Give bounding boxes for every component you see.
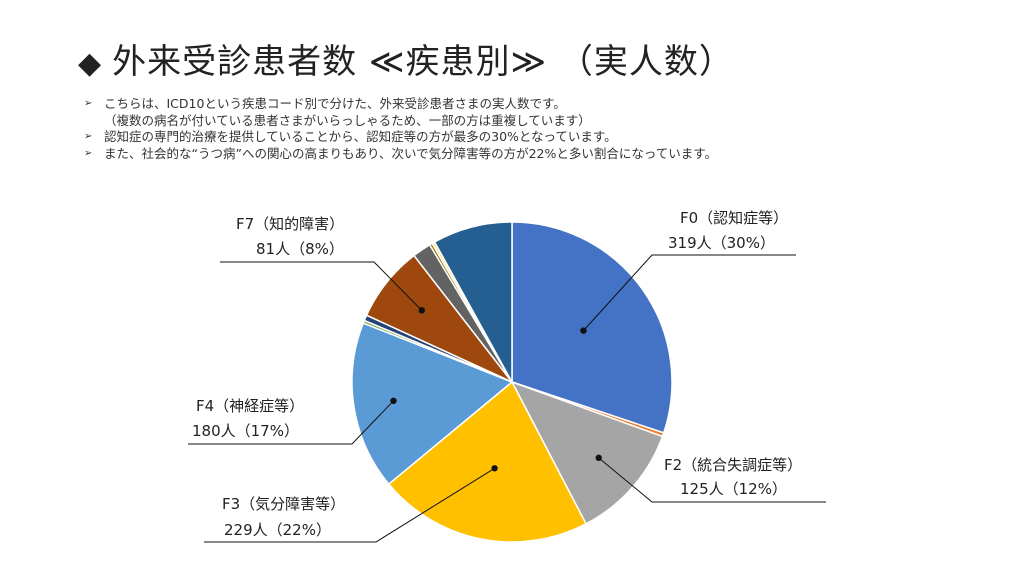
pie-slice-other2: [433, 221, 513, 383]
arrow-bullet-icon: ➢: [84, 131, 93, 142]
slice-label-name-f3: F3（気分障害等）: [222, 495, 345, 513]
slice-labels: F0（認知症等） 319人（30%） F2（統合失調症等） 125人（12%） F3（気…: [192, 209, 802, 539]
leader-line-f4: [188, 400, 394, 445]
slice-label-value-f3: 229人（22%）: [224, 521, 331, 539]
label-leaders: [188, 254, 826, 543]
slice-label-name-f2: F2（統合失調症等）: [664, 456, 802, 474]
pie-slice-f2: [510, 380, 664, 525]
bullet-list: ➢ こちらは、ICD10という疾患コード別で分けた、外来受診患者さまの実人数です…: [84, 96, 717, 162]
diamond-marker-icon: ◆: [78, 46, 103, 81]
leader-line-f7: [220, 261, 423, 311]
page-title: ◆ 外来受診患者数 ≪疾患別≫ （実人数）: [78, 34, 734, 83]
slice-label-name-f4: F4（神経症等）: [196, 397, 304, 415]
page-title-text: 外来受診患者数 ≪疾患別≫ （実人数）: [112, 42, 734, 82]
pie-slice-f4: [351, 322, 514, 486]
arrow-bullet-icon: ➢: [84, 98, 93, 109]
pie-slices: [351, 221, 673, 543]
slice-label-value-f0: 319人（30%）: [668, 234, 775, 252]
slice-label-value-f4: 180人（17%）: [192, 422, 299, 440]
slice-label-name-f7: F7（知的障害）: [236, 215, 344, 233]
slice-label-value-f2: 125人（12%）: [680, 480, 787, 498]
bullet-text: 認知症の専門的治療を提供していることから、認知症等の方が最多の30%となっていま…: [104, 129, 617, 144]
leader-line-f0: [583, 254, 796, 331]
slice-label-name-f0: F0（認知症等）: [680, 209, 788, 227]
leader-line-f2: [598, 457, 826, 503]
slice-label-value-f7: 81人（8%）: [256, 240, 344, 258]
bullet-item: ➢ こちらは、ICD10という疾患コード別で分けた、外来受診患者さまの実人数です…: [84, 96, 717, 129]
arrow-bullet-icon: ➢: [84, 147, 93, 159]
bullet-item: ➢ また、社会的な“うつ病”への関心の高まりもあり、次いで気分障害等の方が22%…: [84, 146, 717, 163]
leader-line-f3: [204, 467, 495, 543]
bullet-subtext: （複数の病名が付いている患者さまがいらっしゃるため、一部の方は重複しています）: [104, 112, 591, 128]
pie-slice-f0: [511, 221, 673, 434]
bullet-item: ➢ 認知症の専門的治療を提供していることから、認知症等の方が最多の30%となって…: [84, 129, 717, 146]
bullet-text: また、社会的な“うつ病”への関心の高まりもあり、次いで気分障害等の方が22%と多…: [104, 145, 717, 161]
bullet-text: こちらは、ICD10という疾患コード別で分けた、外来受診患者さまの実人数です。: [104, 96, 566, 111]
pie-slice-f3: [387, 380, 588, 543]
